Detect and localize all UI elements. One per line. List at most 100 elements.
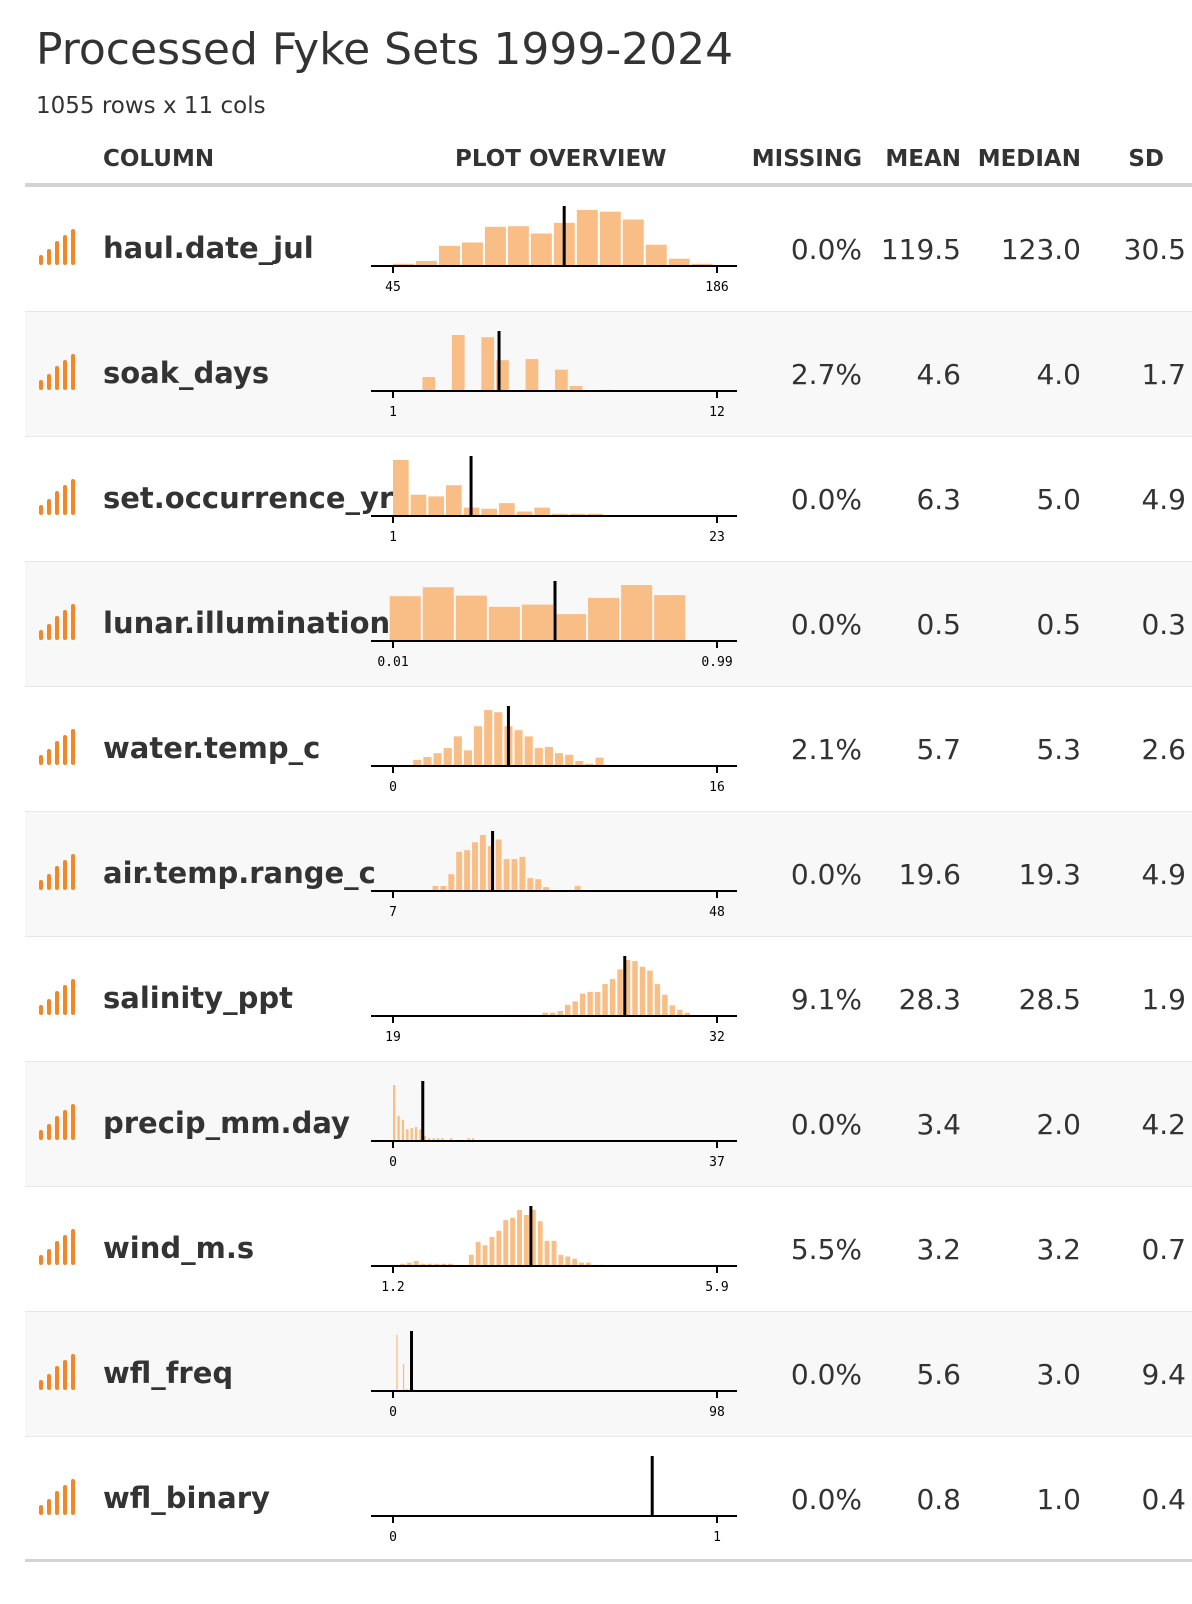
axis-max-label: 1: [713, 1530, 721, 1545]
histogram-bar: [617, 969, 623, 1016]
sd-value: 0.3: [1141, 608, 1186, 641]
numeric-bars-icon: [39, 854, 75, 890]
mean-value: 3.2: [916, 1233, 961, 1266]
histogram-bar: [587, 513, 604, 516]
histogram-bar: [406, 1262, 412, 1266]
histogram-bar: [595, 757, 604, 766]
histogram-bar: [406, 1129, 409, 1141]
histogram-bar: [484, 710, 493, 766]
numeric-bars-icon: [39, 979, 75, 1015]
sd-value: 0.4: [1141, 1483, 1186, 1516]
axis-min-label: 0: [389, 780, 397, 795]
histogram-bar: [544, 1240, 550, 1266]
histogram-bar: [422, 377, 436, 391]
histogram-bar: [471, 1138, 475, 1141]
histogram-bar: [481, 337, 495, 391]
histogram-bar: [438, 245, 460, 266]
numeric-bars-icon: [39, 1479, 75, 1515]
table-row: lunar.illumination 0.01 0.99 0.0% 0.5 0.5 0.3: [25, 562, 1192, 687]
histogram-bar: [555, 614, 587, 641]
axis-min-label: 1: [389, 530, 397, 545]
histogram-bar: [464, 850, 471, 891]
histogram-bar: [645, 244, 667, 266]
histogram-plot: 19 32: [371, 956, 737, 1045]
histogram-bar: [572, 1258, 578, 1266]
histogram-bar: [569, 513, 586, 516]
axis-min-label: 45: [385, 280, 401, 295]
missing-value: 5.5%: [790, 1233, 862, 1266]
histogram-bar: [516, 511, 533, 516]
mean-value: 5.6: [916, 1358, 961, 1391]
missing-value: 0.0%: [790, 1108, 862, 1141]
histogram-bar: [543, 887, 550, 891]
histogram-bar: [415, 260, 437, 266]
histogram-bar: [507, 226, 529, 266]
axis-max-label: 5.9: [705, 1280, 728, 1295]
missing-value: 0.0%: [790, 1358, 862, 1391]
histogram-bar: [481, 508, 498, 516]
table-row: wfl_binary 0 1 0.0% 0.8 1.0 0.4: [25, 1437, 1192, 1561]
header-missing: MISSING: [751, 146, 862, 172]
median-value: 1.0: [1036, 1483, 1081, 1516]
histogram-bar: [572, 1001, 578, 1016]
mean-value: 119.5: [880, 233, 961, 266]
table-row: wind_m.s 1.2 5.9 5.5% 3.2 3.2 0.7: [25, 1187, 1192, 1312]
histogram-bar: [495, 839, 502, 891]
axis-min-label: 1.2: [381, 1280, 404, 1295]
histogram-bar: [427, 1263, 433, 1266]
histogram-bar: [479, 835, 486, 891]
column-name: water.temp_c: [103, 731, 321, 765]
median-value: 3.2: [1036, 1233, 1081, 1266]
histogram-bar: [510, 1217, 516, 1266]
histogram-bar: [487, 846, 494, 891]
sd-value: 1.7: [1141, 358, 1186, 391]
column-name: lunar.illumination: [103, 606, 391, 640]
column-name: wfl_binary: [103, 1481, 270, 1515]
axis-max-label: 0.99: [701, 655, 732, 670]
histogram-bar: [647, 970, 653, 1016]
histogram-bar: [389, 596, 421, 641]
histogram-bar: [420, 1263, 426, 1266]
median-value: 123.0: [1000, 233, 1081, 266]
sd-value: 2.6: [1141, 733, 1186, 766]
histogram-bar: [579, 993, 586, 1016]
histogram-bar: [496, 1230, 502, 1266]
column-name: set.occurrence_yr: [103, 481, 394, 515]
table-row: set.occurrence_yr 1 23 0.0% 6.3 5.0 4.9: [25, 437, 1192, 562]
axis-min-label: 7: [389, 905, 397, 920]
mean-value: 28.3: [898, 983, 961, 1016]
histogram-bar: [423, 757, 432, 766]
axis-max-label: 186: [705, 280, 728, 295]
histogram-bar: [474, 726, 483, 766]
numeric-bars-icon: [39, 229, 75, 265]
histogram-bar: [668, 258, 690, 266]
axis-max-label: 98: [709, 1405, 725, 1420]
histogram-bar: [550, 1012, 556, 1016]
histogram-bar: [443, 748, 452, 766]
histogram-bar: [535, 879, 542, 891]
histogram-bar: [456, 851, 463, 891]
histogram-bar: [434, 1263, 440, 1266]
histogram-bar: [558, 1254, 564, 1266]
histogram-bar: [396, 1335, 398, 1391]
numeric-bars-icon: [39, 604, 75, 640]
table-title: Processed Fyke Sets 1999-2024: [36, 24, 734, 75]
histogram-bar: [557, 1010, 563, 1016]
histogram-bar: [537, 1221, 543, 1266]
table-row: wfl_freq 0 98 0.0% 5.6 3.0 9.4: [25, 1312, 1192, 1437]
histogram-bar: [530, 1210, 536, 1266]
numeric-bars-icon: [39, 1354, 75, 1390]
axis-max-label: 48: [709, 905, 725, 920]
histogram-bar: [565, 754, 574, 766]
histogram-bar: [428, 496, 445, 516]
histogram-bar: [654, 984, 661, 1016]
missing-value: 2.7%: [790, 358, 862, 391]
histogram-bar: [622, 219, 644, 266]
histogram-bar: [586, 1262, 591, 1266]
histogram-bar: [534, 748, 543, 766]
sd-value: 0.7: [1141, 1233, 1186, 1266]
histogram-bar: [436, 1138, 440, 1141]
missing-value: 2.1%: [790, 733, 862, 766]
histogram-bar: [455, 595, 487, 641]
